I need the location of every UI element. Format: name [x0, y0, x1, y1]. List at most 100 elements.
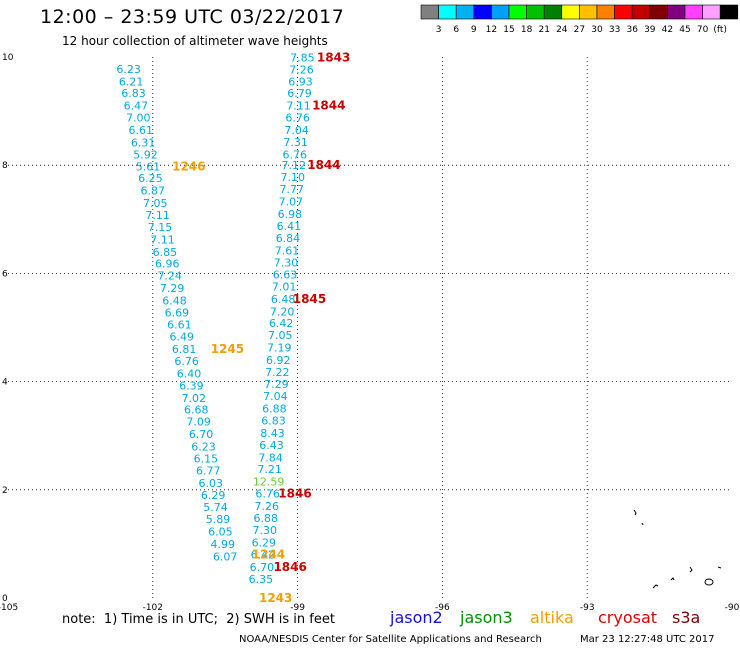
pass-time-label: 1843 [317, 51, 350, 65]
y-tick-label: 2 [2, 486, 8, 496]
wave-height-value: 7.20 [270, 305, 295, 318]
footer-note: note: 1) Time is in UTC; 2) SWH is in fe… [62, 612, 335, 627]
wave-height-value: 6.47 [124, 100, 149, 113]
wave-height-value: 7.09 [186, 416, 211, 429]
coastline-fragment [704, 578, 714, 586]
wave-height-value: 12.59 [253, 476, 285, 489]
colorbar-label: 6 [453, 25, 459, 35]
wave-height-value: 6.23 [191, 441, 216, 454]
wave-height-value: 6.07 [213, 550, 238, 563]
colorbar-label: 39 [644, 25, 656, 35]
wave-height-value: 6.03 [198, 477, 223, 490]
wave-height-value: 6.96 [155, 258, 180, 271]
coastline-fragment [633, 509, 637, 516]
coastline-fragment [670, 577, 675, 581]
wave-height-value: 7.29 [160, 282, 185, 295]
wave-height-value: 6.48 [162, 294, 187, 307]
coastline-fragment [641, 522, 644, 526]
wave-height-value: 6.81 [172, 343, 197, 356]
chart-title: 12:00 – 23:59 UTC 03/22/2017 [40, 6, 345, 28]
colorbar-label: 3 [436, 25, 442, 35]
wave-height-value: 7.19 [267, 342, 292, 355]
wave-height-value: 6.87 [141, 185, 166, 198]
colorbar-label: 27 [574, 25, 585, 35]
colorbar-swatch [719, 4, 739, 20]
coastline-fragment [689, 566, 693, 573]
wave-height-value: 6.79 [287, 87, 312, 100]
colorbar-label: 33 [609, 25, 620, 35]
wave-height-value: 6.15 [194, 452, 219, 465]
wave-height-value: 6.31 [131, 136, 156, 149]
wave-height-value: 7.01 [272, 280, 297, 293]
colorbar-label: 18 [521, 25, 533, 35]
y-tick-label: 0 [2, 594, 8, 604]
wave-height-value: 6.70 [250, 561, 275, 574]
satellite-legend-s3a: s3a [672, 608, 701, 627]
x-tick-label: -99 [290, 603, 305, 613]
wave-height-value: 7.05 [268, 329, 293, 342]
wave-height-value: 6.88 [253, 512, 278, 525]
wave-height-value: 5.74 [203, 501, 228, 514]
colorbar-label: 12 [486, 25, 497, 35]
y-tick-label: 8 [2, 161, 8, 171]
credit-line: NOAA/NESDIS Center for Satellite Applica… [239, 634, 542, 645]
wave-height-value: 6.85 [153, 246, 178, 259]
wave-height-value: 7.61 [275, 245, 300, 258]
wave-height-value: 6.61 [167, 318, 192, 331]
wave-height-value: 7.22 [265, 366, 290, 379]
pass-time-label: 1846 [278, 487, 311, 501]
pass-time-label: 1844 [307, 158, 340, 172]
pass-time-label: 1244 [252, 548, 285, 562]
colorbar-label: 21 [538, 25, 549, 35]
wave-height-value: 6.35 [249, 573, 274, 586]
wave-height-value: 6.29 [201, 489, 226, 502]
x-tick-label: -102 [143, 603, 163, 613]
colorbar-label: 42 [662, 25, 673, 35]
pass-time-label: 1846 [273, 560, 306, 574]
y-tick-label: 10 [2, 53, 14, 63]
coastline-fragment [717, 566, 722, 569]
wave-height-value: 6.23 [116, 63, 141, 76]
wave-height-value: 6.77 [196, 464, 221, 477]
wave-height-value: 7.07 [279, 195, 304, 208]
wave-height-value: 6.42 [269, 317, 294, 330]
wave-height-value: 6.29 [252, 536, 277, 549]
wave-height-value: 6.49 [170, 331, 195, 344]
colorbar-label: 15 [503, 25, 514, 35]
wave-height-value: 6.43 [259, 439, 284, 452]
colorbar-legend: 3 6 9 12 15 18 21 24 27 30 33 36 39 42 45 70 (ft) [420, 4, 739, 35]
wave-height-value: 7.84 [258, 451, 283, 464]
wave-height-value: 7.30 [274, 257, 299, 270]
wave-height-value: 5.89 [206, 513, 231, 526]
colorbar-label: 30 [591, 25, 603, 35]
chart-subtitle: 12 hour collection of altimeter wave hei… [62, 34, 328, 48]
wave-height-value: 6.76 [285, 112, 310, 125]
wave-height-value: 7.12 [281, 159, 306, 172]
wave-height-value: 6.76 [174, 355, 199, 368]
coastline-fragment [652, 584, 659, 589]
wave-height-value: 6.63 [273, 268, 298, 281]
generated-timestamp: Mar 23 12:27:48 UTC 2017 [580, 634, 715, 645]
colorbar-label: (ft) [713, 25, 727, 35]
x-tick-label: -90 [725, 603, 740, 613]
wave-height-value: 7.21 [257, 463, 282, 476]
y-tick-label: 6 [2, 269, 8, 279]
pass-time-label: 1845 [293, 292, 326, 306]
wave-height-value: 7.04 [284, 124, 309, 137]
wave-height-value: 6.76 [255, 488, 280, 501]
wave-height-value: 7.02 [182, 392, 207, 405]
wave-height-value: 5.92 [133, 148, 158, 161]
colorbar-label: 36 [626, 25, 638, 35]
wave-height-value: 7.05 [143, 197, 168, 210]
wave-height-value: 5.61 [136, 160, 161, 173]
wave-height-value: 6.83 [261, 415, 286, 428]
wave-height-value: 4.99 [211, 538, 236, 551]
pass-time-label: 1245 [211, 342, 244, 356]
colorbar-label: 24 [556, 25, 568, 35]
wave-height-value: 7.04 [263, 390, 288, 403]
colorbar-label: 70 [697, 25, 709, 35]
wave-height-value: 6.83 [121, 87, 146, 100]
satellite-legend-cryosat: cryosat [598, 608, 658, 627]
wave-height-value: 6.88 [262, 403, 287, 416]
x-tick-label: -105 [0, 603, 18, 613]
